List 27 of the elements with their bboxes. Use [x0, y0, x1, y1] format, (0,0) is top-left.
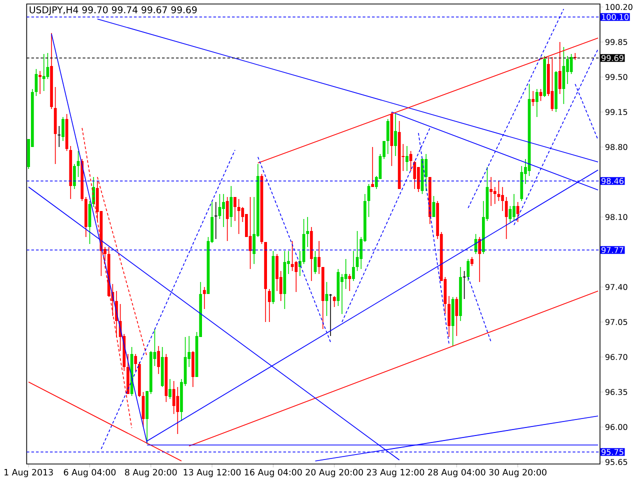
ref-line-label: 100.10: [602, 14, 629, 20]
x-tick-label: 6 Aug 04:00: [64, 468, 116, 478]
ref-line-label: 99.69: [602, 54, 624, 62]
y-tick-label: 96.35: [605, 388, 628, 396]
x-tick-label: 30 Aug 20:00: [489, 468, 546, 478]
y-tick-label: 100.20: [606, 4, 632, 10]
y-tick-label: 95.65: [605, 458, 628, 466]
ref-line-label: 98.46: [602, 178, 624, 184]
x-tick-label: 1 Aug 2013: [4, 468, 53, 478]
x-tick-label: 23 Aug 12:00: [366, 468, 424, 478]
chart-title: USDJPY,H4 99.70 99.74 99.67 99.69: [30, 6, 197, 16]
x-tick-label: 13 Aug 12:00: [184, 468, 241, 478]
y-tick-label: 97.05: [605, 318, 628, 326]
x-tick-label: 8 Aug 20:00: [125, 468, 177, 478]
y-tick-label: 96.70: [605, 354, 628, 360]
x-tick-label: 16 Aug 04:00: [244, 468, 302, 478]
y-tick-label: 96.00: [605, 424, 628, 430]
ref-line-label: 97.77: [602, 246, 624, 254]
ref-line-label: 95.75: [602, 448, 624, 456]
y-tick-label: 99.15: [605, 108, 628, 116]
x-tick-label: 28 Aug 04:00: [428, 468, 486, 478]
y-tick-label: 98.80: [605, 144, 628, 150]
x-tick-label: 20 Aug 20:00: [306, 468, 363, 478]
y-tick-label: 99.85: [605, 38, 628, 46]
y-tick-label: 97.40: [605, 284, 628, 290]
y-tick-label: 99.50: [605, 74, 628, 80]
y-tick-label: 98.10: [605, 214, 628, 220]
